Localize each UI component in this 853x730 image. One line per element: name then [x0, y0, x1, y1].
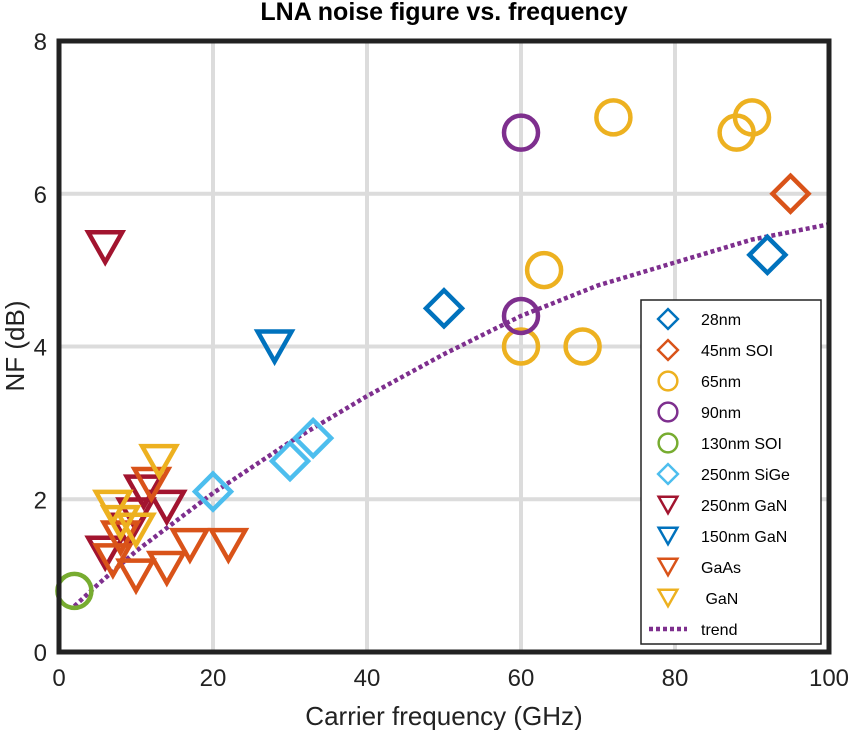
x-tick-label: 80: [662, 665, 689, 692]
legend-label: 90nm: [701, 405, 741, 422]
series-250nm-sige: [191, 416, 335, 513]
legend-marker-250nm-sige: [656, 462, 680, 486]
legend-label: 250nm SiGe: [701, 467, 790, 484]
point-65nm: [524, 250, 564, 290]
legend-label: GaN: [701, 591, 738, 608]
series-65nm: [501, 98, 772, 366]
point-250nm-gan: [84, 535, 127, 573]
x-tick-label: 60: [508, 665, 535, 692]
legend-marker-65nm: [657, 370, 679, 392]
y-tick-label: 4: [34, 335, 47, 362]
legend-item-250nm-sige: 250nm SiGe: [656, 462, 790, 486]
legend-marker-gan: [656, 588, 680, 609]
x-tick-label: 0: [52, 665, 65, 692]
y-tick-label: 8: [34, 29, 47, 56]
legend-label: 150nm GaN: [701, 529, 787, 546]
legend-item-130nm-soi: 130nm SOI: [657, 432, 782, 454]
point-28nm: [746, 233, 789, 277]
x-axis-label: Carrier frequency (GHz): [305, 701, 582, 730]
point-gaas: [130, 466, 173, 504]
legend-item-65nm: 65nm: [657, 370, 741, 392]
point-45nm-soi: [769, 172, 812, 215]
point-gaas: [99, 520, 142, 558]
point-65nm: [594, 98, 633, 137]
series-gan: [92, 443, 180, 550]
legend-label: trend: [701, 622, 737, 639]
legend-label: 250nm GaN: [701, 498, 787, 515]
y-tick-label: 6: [34, 182, 47, 209]
legend-marker-gaas: [656, 557, 680, 578]
series-28nm: [422, 233, 789, 330]
legend: 28nm 45nm SOI 65nm 90nm 130nm SOI 250nm SiGe 2…: [640, 299, 822, 645]
legend-label: 65nm: [701, 374, 741, 391]
y-axis-label: NF (dB): [0, 301, 30, 392]
y-tick-label: 2: [34, 487, 47, 514]
legend-marker-250nm-gan: [656, 495, 680, 516]
legend-marker-28nm: [656, 307, 680, 331]
legend-item-gaas: GaAs: [656, 557, 741, 578]
y-tick-label: 0: [34, 640, 47, 667]
point-250nm-gan: [145, 489, 188, 527]
point-65nm: [732, 98, 772, 137]
legend-item-28nm: 28nm: [656, 307, 741, 331]
grid-lines: [59, 41, 829, 652]
point-65nm: [501, 327, 541, 366]
plot-frame: [56, 38, 832, 655]
point-gan: [138, 443, 180, 481]
series-90nm: [501, 113, 541, 336]
point-65nm: [563, 327, 602, 366]
point-90nm: [501, 296, 541, 336]
legend-label: GaAs: [701, 560, 741, 577]
legend-marker-90nm: [657, 401, 679, 423]
x-tick-label: 20: [200, 665, 227, 692]
series-45nm-soi: [769, 172, 812, 215]
legend-item-gan: GaN: [656, 588, 738, 609]
legend-item-150nm-gan: 150nm GaN: [656, 526, 787, 547]
point-gan: [99, 504, 142, 542]
point-250nm-gan: [84, 229, 127, 267]
data-points: [55, 98, 812, 611]
tick-labels: 0 20 40 60 80 100 0 2 4 6 8: [34, 29, 849, 692]
chart-title: LNA noise figure vs. frequency: [260, 0, 627, 26]
point-250nm-sige: [268, 439, 312, 483]
legend-label: 28nm: [701, 312, 741, 329]
point-250nm-sige: [191, 470, 235, 513]
point-90nm: [501, 113, 541, 152]
legend-marker-150nm-gan: [656, 526, 680, 547]
legend-label: 130nm SOI: [701, 436, 782, 453]
x-tick-label: 40: [354, 665, 381, 692]
point-28nm: [422, 287, 466, 330]
series-130nm-soi: [55, 571, 94, 611]
series-150nm-gan: [253, 329, 296, 367]
legend-item-45nm-soi: 45nm SOI: [656, 338, 773, 362]
x-tick-label: 100: [809, 665, 849, 692]
point-150nm-gan: [253, 329, 296, 367]
legend-item-90nm: 90nm: [657, 401, 741, 423]
point-gaas: [145, 550, 188, 588]
point-250nm-sige: [291, 416, 335, 460]
point-gaas: [115, 558, 157, 596]
legend-marker-45nm-soi: [656, 338, 680, 362]
point-gaas: [207, 527, 250, 565]
legend-item-trend: trend: [649, 622, 737, 639]
point-130nm-soi: [55, 571, 94, 611]
point-gaas: [169, 527, 211, 565]
point-gan: [115, 512, 157, 550]
legend-label: 45nm SOI: [701, 343, 773, 360]
series-gaas: [92, 466, 250, 596]
series-250nm-gan: [84, 229, 188, 573]
legend-marker-130nm-soi: [657, 432, 679, 454]
legend-item-250nm-gan: 250nm GaN: [656, 495, 787, 516]
